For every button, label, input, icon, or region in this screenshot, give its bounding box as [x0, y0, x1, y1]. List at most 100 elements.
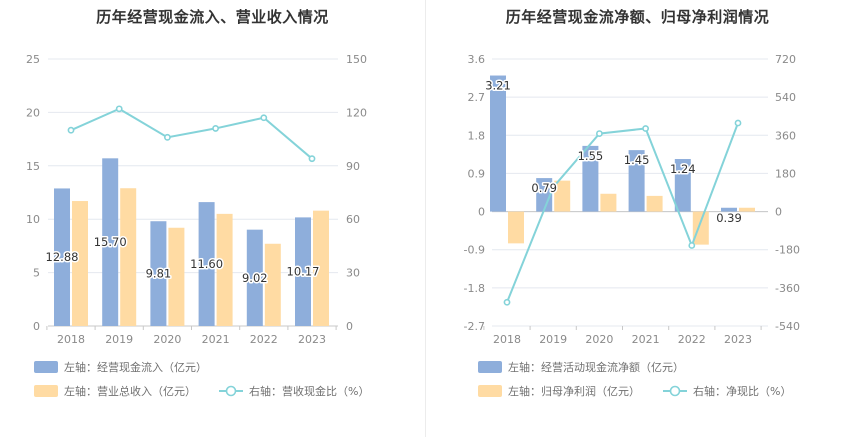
line-point [688, 242, 696, 249]
x-tick-label: 2018 [57, 333, 85, 346]
legend-label-secondary: 左轴：营业总收入（亿元） [64, 384, 196, 398]
y-right-tick-label: -540 [775, 320, 800, 333]
bar-primary [674, 159, 691, 212]
x-tick-label: 2019 [105, 333, 133, 346]
bar-secondary [646, 195, 663, 212]
bar-data-label: 15.70 [94, 235, 127, 249]
legend-swatch-secondary [34, 385, 58, 397]
x-tick-label: 2023 [724, 333, 752, 346]
y-left-tick-label: 1.8 [468, 129, 486, 142]
bar-primary [490, 75, 506, 212]
line-point [308, 155, 316, 163]
bar-data-label: 9.02 [242, 271, 268, 285]
bar-primary [246, 229, 263, 326]
bar-primary [295, 217, 311, 326]
bar-secondary [264, 243, 281, 326]
y-right-tick-label: 150 [346, 53, 367, 66]
x-tick-label: 2020 [585, 333, 613, 346]
line-point [734, 119, 742, 127]
bar-primary [150, 221, 167, 326]
bar-data-label: 1.55 [578, 149, 604, 163]
bar-data-label: 12.88 [46, 250, 79, 264]
y-right-tick-label: 60 [346, 213, 360, 226]
line-point [115, 105, 123, 113]
legend-label-line: 右轴：净现比（%） [693, 384, 791, 398]
line-point [260, 114, 268, 122]
line-point [503, 298, 511, 306]
bar-primary [628, 150, 645, 212]
bar-data-label: 0.39 [716, 211, 742, 225]
net-cash-profit-chart-panel: 历年经营现金流净额、归母净利润情况 -2.7 -540 -1.8 -360 -0.9 -1… [425, 0, 850, 437]
bar-data-label: 0.79 [531, 181, 557, 195]
x-tick-label: 2022 [678, 333, 706, 346]
line-point [595, 130, 603, 137]
line-series [70, 107, 313, 160]
line-point [549, 183, 557, 191]
legend-label-secondary: 左轴：归母净利润（亿元） [508, 384, 640, 398]
line-point [67, 126, 75, 134]
y-left-tick-label: 3.6 [468, 53, 486, 66]
bar-data-label: 1.24 [670, 162, 696, 176]
y-right-tick-label: 540 [775, 91, 796, 104]
legend-swatch-line-marker [225, 385, 237, 397]
line-point [642, 125, 649, 132]
y-left-tick-label: 15 [26, 160, 40, 173]
bar-data-label: 3.21 [485, 79, 511, 93]
y-left-tick-label: -2.7 [464, 320, 485, 333]
y-right-tick-label: 0 [346, 320, 353, 333]
y-right-tick-label: 180 [775, 167, 796, 180]
bar-data-label: 10.17 [287, 265, 320, 279]
bar-secondary [739, 207, 755, 212]
net-cash-profit-chart: -2.7 -540 -1.8 -360 -0.9 -180 0 0 0.9 180 1.8 360 2.… [464, 53, 800, 398]
y-left-tick-label: -0.9 [464, 244, 485, 257]
y-right-tick-label: 0 [775, 206, 782, 219]
legend-swatch-primary [34, 361, 58, 373]
bar-secondary [168, 227, 185, 326]
y-left-tick-label: 0 [33, 320, 40, 333]
bar-secondary [600, 193, 617, 212]
y-left-tick-label: 0.9 [468, 167, 486, 180]
bar-primary [102, 158, 119, 326]
y-left-tick-label: 5 [33, 267, 40, 280]
y-left-tick-label: 0 [478, 206, 485, 219]
y-left-tick-label: 20 [26, 106, 40, 119]
legend-label-line: 右轴：营收现金比（%） [249, 384, 369, 398]
cash-inflow-revenue-chart: 0 0 5 30 10 60 15 90 20 120 25 150 2018 2019 2020 2021 2… [26, 53, 369, 398]
bar-secondary [120, 188, 137, 326]
y-right-tick-label: 30 [346, 267, 360, 280]
bar-primary [721, 207, 737, 212]
x-tick-label: 2023 [298, 333, 326, 346]
y-left-tick-label: 2.7 [468, 91, 486, 104]
legend-label-primary: 左轴：经营活动现金流净额（亿元） [508, 360, 684, 374]
bar-secondary [508, 211, 524, 244]
line-point [212, 125, 219, 132]
x-tick-label: 2019 [539, 333, 567, 346]
x-tick-label: 2021 [202, 333, 230, 346]
bar-data-label: 9.81 [146, 267, 172, 281]
bar-data-label: 1.45 [624, 153, 650, 167]
bar-secondary [554, 180, 571, 212]
bar-primary [536, 178, 553, 212]
cash-inflow-revenue-chart-panel: 历年经营现金流入、营业收入情况 0 0 5 30 10 60 15 90 20 120 25 150 2… [26, 8, 369, 398]
legend-swatch-primary [478, 361, 502, 373]
y-left-tick-label: 25 [26, 53, 40, 66]
x-tick-label: 2021 [632, 333, 660, 346]
y-right-tick-label: 90 [346, 160, 360, 173]
x-tick-label: 2018 [493, 333, 521, 346]
bar-primary [54, 188, 70, 326]
bar-secondary [216, 213, 233, 326]
y-right-tick-label: -360 [775, 282, 800, 295]
y-right-tick-label: 720 [775, 53, 796, 66]
line-series [506, 122, 739, 303]
bar-data-label: 11.60 [190, 257, 223, 271]
bar-secondary [692, 211, 709, 245]
bar-primary [582, 145, 599, 212]
bar-secondary [72, 201, 88, 326]
bar-secondary [313, 210, 329, 326]
legend-label-primary: 左轴：经营现金流入（亿元） [64, 360, 207, 374]
legend-swatch-secondary [478, 385, 502, 397]
x-tick-label: 2022 [250, 333, 278, 346]
chart-title-left: 历年经营现金流入、营业收入情况 [96, 8, 329, 26]
legend-swatch-line-marker [669, 385, 681, 397]
